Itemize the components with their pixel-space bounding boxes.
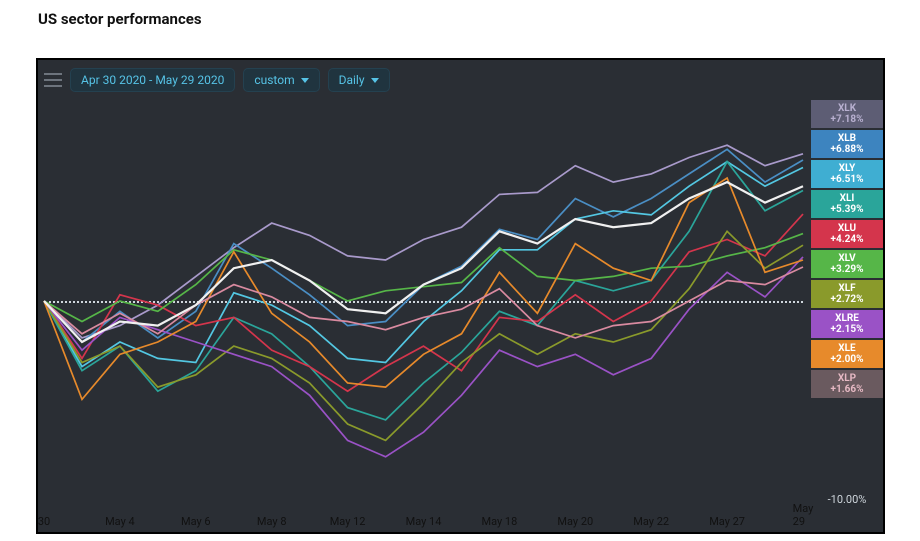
legend-XLU[interactable]: XLU+4.24% (811, 220, 883, 248)
legend-XLB[interactable]: XLB+6.88% (811, 130, 883, 158)
x-tick: May 22 (633, 515, 669, 528)
legend-pct: +1.66% (831, 384, 864, 395)
legend-pct: +2.72% (831, 294, 864, 305)
x-tick: May 8 (257, 515, 287, 528)
date-range-label: Apr 30 2020 - May 29 2020 (81, 73, 224, 87)
legend-pct: +5.39% (831, 204, 864, 215)
legend-XLRE[interactable]: XLRE+2.15% (811, 310, 883, 338)
legend-symbol: XLK (838, 103, 856, 114)
chevron-down-icon (371, 78, 379, 83)
chart-lines (44, 96, 803, 506)
legend-symbol: XLI (840, 193, 855, 204)
date-range-pill[interactable]: Apr 30 2020 - May 29 2020 (70, 68, 235, 92)
legend-pct: +6.88% (831, 144, 864, 155)
x-tick: May 6 (181, 515, 211, 528)
interval-dropdown-label: Daily (339, 73, 365, 87)
legend-symbol: XLF (838, 283, 855, 294)
chart-frame: Apr 30 2020 - May 29 2020 custom Daily X… (36, 58, 885, 534)
x-tick: 30 (38, 515, 50, 528)
plot-area (44, 96, 803, 506)
legend-symbol: XLRE (835, 313, 859, 324)
legend-symbol: XLE (838, 343, 855, 354)
series-XLI (44, 162, 803, 420)
legend-column: XLK+7.18%XLB+6.88%XLY+6.51%XLI+5.39%XLU+… (811, 100, 883, 398)
chart-toolbar: Apr 30 2020 - May 29 2020 custom Daily (44, 68, 390, 92)
x-tick: May 29 (793, 502, 814, 528)
series-XLU (44, 214, 803, 391)
x-tick: May 14 (406, 515, 442, 528)
legend-symbol: XLU (838, 223, 856, 234)
x-axis: 30May 4May 6May 8May 12May 14May 18May 2… (44, 510, 803, 528)
custom-dropdown[interactable]: custom (243, 68, 319, 92)
legend-pct: +6.51% (831, 174, 864, 185)
page-title: US sector performances (38, 10, 202, 28)
legend-symbol: XLB (838, 133, 856, 144)
legend-XLY[interactable]: XLY+6.51% (811, 160, 883, 188)
series-XLY (44, 162, 803, 367)
legend-XLF[interactable]: XLF+2.72% (811, 280, 883, 308)
legend-pct: +2.00% (831, 354, 864, 365)
x-tick: May 20 (557, 515, 593, 528)
interval-dropdown[interactable]: Daily (328, 68, 390, 92)
legend-symbol: XLP (838, 373, 856, 384)
y-axis-low-label: -10.00% (811, 493, 883, 506)
legend-XLI[interactable]: XLI+5.39% (811, 190, 883, 218)
x-tick: May 12 (330, 515, 366, 528)
legend-XLV[interactable]: XLV+3.29% (811, 250, 883, 278)
legend-pct: +2.15% (831, 324, 864, 335)
chevron-down-icon (301, 78, 309, 83)
x-tick: May 4 (105, 515, 135, 528)
custom-dropdown-label: custom (254, 73, 294, 87)
legend-symbol: XLV (838, 253, 855, 264)
x-tick: May 27 (709, 515, 745, 528)
legend-pct: +4.24% (831, 234, 864, 245)
series-XLF (44, 231, 803, 440)
x-tick: May 18 (481, 515, 517, 528)
legend-XLE[interactable]: XLE+2.00% (811, 340, 883, 368)
legend-pct: +7.18% (831, 114, 864, 125)
series-XLP (44, 267, 803, 338)
menu-icon[interactable] (44, 73, 62, 87)
legend-XLP[interactable]: XLP+1.66% (811, 370, 883, 398)
legend-pct: +3.29% (831, 264, 864, 275)
series-XLB (44, 149, 803, 342)
legend-symbol: XLY (839, 163, 856, 174)
legend-XLK[interactable]: XLK+7.18% (811, 100, 883, 128)
